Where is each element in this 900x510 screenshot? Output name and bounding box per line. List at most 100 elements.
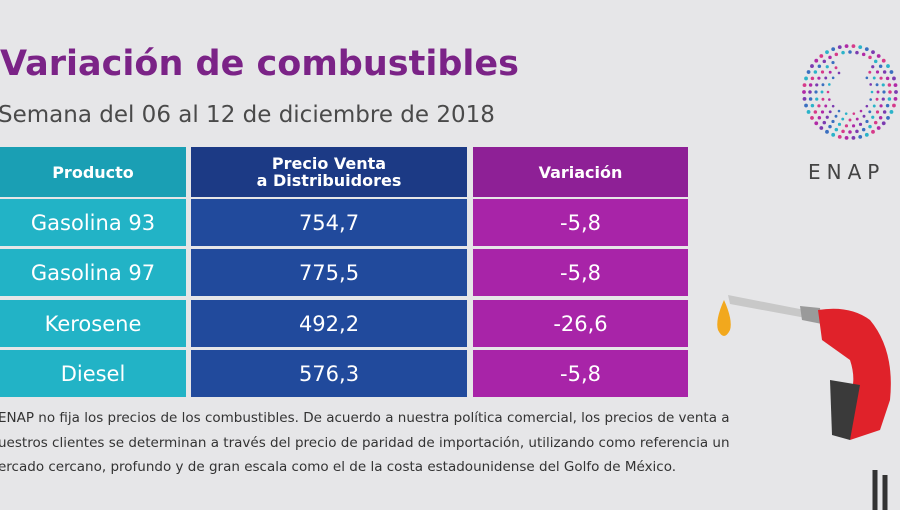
logo-dot [887, 83, 892, 87]
logo-dot [861, 127, 866, 132]
logo-dot [858, 45, 863, 50]
logo-dot [819, 54, 824, 58]
logo-dot [876, 54, 881, 58]
logo-dot [828, 70, 832, 74]
logo-dot [820, 90, 824, 94]
column-header: Variación [473, 147, 688, 197]
logo-dot [865, 76, 869, 80]
table-cell: Diesel [0, 350, 186, 397]
logo-dot [889, 110, 894, 114]
logo-dot [894, 90, 898, 94]
logo-dot [865, 104, 869, 108]
logo-dot [878, 64, 883, 69]
logo-dot [844, 44, 849, 49]
logo-dot [828, 83, 831, 86]
logo-dot [841, 117, 845, 121]
table-cell: 754,7 [191, 199, 467, 246]
logo-dot [844, 135, 849, 140]
logo-dot [837, 134, 842, 139]
logo-text: ENAP [808, 160, 886, 184]
logo-dot [892, 76, 896, 81]
logo-dot [875, 97, 879, 101]
table-cell: -5,8 [473, 199, 688, 246]
table-cell: 492,2 [191, 300, 467, 347]
logo-dot [810, 103, 815, 108]
logo-dot [834, 66, 838, 70]
logo-dot [871, 115, 875, 119]
logo-dot [820, 70, 825, 74]
logo-dot [802, 96, 807, 101]
logo-dot [804, 103, 808, 108]
logo-dot [834, 52, 839, 57]
logo-mark [802, 44, 898, 140]
logo-dot [858, 134, 863, 139]
logo-dot [879, 76, 883, 80]
logo-dot [841, 50, 845, 55]
logo-dot [881, 83, 885, 87]
logo-dot [855, 50, 859, 55]
logo-dot [872, 104, 876, 108]
logo-dot [889, 70, 894, 74]
logo-dot [817, 115, 822, 120]
logo-dot [808, 83, 813, 87]
logo-dot [875, 70, 880, 74]
logo-dot [851, 124, 856, 128]
logo-dot [881, 58, 886, 63]
logo-dot [876, 126, 881, 130]
logo-dot [871, 50, 875, 55]
logo-dot [855, 129, 859, 134]
logo-dot [848, 130, 852, 134]
logo-dot [817, 104, 821, 108]
column-header: Producto [0, 147, 186, 197]
logo-dot [872, 76, 876, 80]
logo-dot [848, 50, 852, 54]
logo-dot [852, 112, 856, 115]
logo-dot [882, 110, 887, 114]
table-cell: Gasolina 93 [0, 199, 186, 246]
logo-dot [810, 76, 815, 81]
logo-dot [873, 120, 878, 125]
logo-dot [808, 97, 813, 101]
logo-dot [834, 114, 838, 118]
logo-dot [855, 117, 859, 121]
logo-dot [851, 44, 856, 49]
logo-dot [893, 96, 898, 101]
logo-dot [878, 115, 883, 120]
logo-dot [817, 64, 822, 69]
logo-dot [865, 119, 869, 124]
logo-dot [875, 83, 879, 87]
logo-dot [825, 50, 829, 55]
logo-dot [837, 122, 842, 126]
logo-dot [810, 116, 814, 120]
logo-dot [876, 90, 880, 94]
table-cell: -5,8 [473, 350, 688, 397]
logo-dot [864, 132, 869, 137]
logo-dot [871, 65, 875, 69]
logo-dot [828, 98, 831, 101]
logo-dot [875, 110, 880, 114]
logo-dot [825, 115, 829, 119]
logo-dot [828, 110, 832, 114]
footnote-line: ENAP no fija los precios de los combusti… [0, 410, 730, 426]
logo-dot [819, 126, 824, 130]
logo-dot [821, 97, 825, 101]
logo-dot [882, 90, 886, 94]
logo-dot [804, 76, 808, 81]
logo-dot [825, 129, 829, 134]
logo-dot [814, 121, 819, 126]
logo-dot [820, 110, 825, 114]
logo-dot [828, 124, 832, 129]
logo-dot [868, 70, 872, 74]
logo-dot [893, 83, 898, 88]
logo-dot [813, 70, 818, 74]
table-cell: Gasolina 97 [0, 249, 186, 296]
logo-dot [882, 70, 887, 74]
logo-dot [837, 45, 842, 50]
logo-dot [831, 119, 835, 124]
logo-dot [824, 76, 828, 80]
logo-dot [806, 70, 811, 74]
logo-dot [825, 65, 829, 69]
logo-dot [858, 122, 863, 126]
logo-dot [887, 97, 892, 101]
